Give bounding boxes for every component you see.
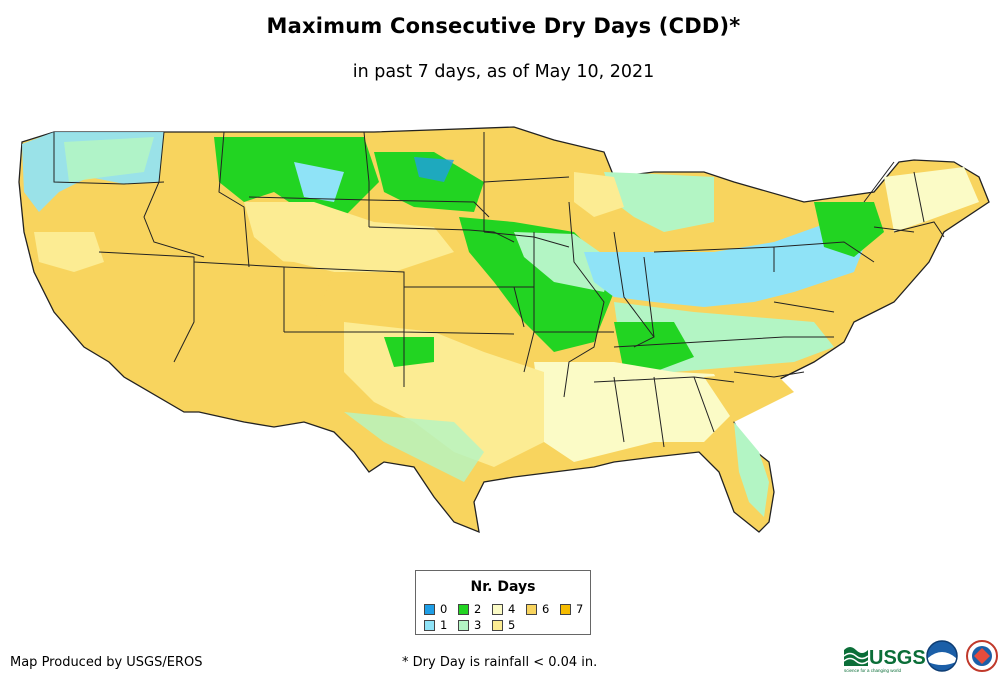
map-subtitle: in past 7 days, as of May 10, 2021 [352,62,655,82]
state-boundaries [53,131,945,448]
legend-item-2: 2 [458,603,481,615]
usgs-logo-tagline: science for a changing world [844,668,902,673]
legend: Nr. Days 0 1 2 3 4 5 6 7 [415,570,591,635]
legend-item-1: 1 [424,619,447,631]
legend-swatch-7 [560,604,571,615]
legend-item-3: 3 [458,619,481,631]
legend-swatch-0 [424,604,435,615]
footnote-text: * Dry Day is rainfall < 0.04 in. [402,655,598,670]
legend-swatch-1 [424,620,435,631]
legend-label-0: 0 [440,602,448,616]
noaa-logo [926,640,958,672]
legend-swatch-5 [492,620,503,631]
legend-title: Nr. Days [470,579,536,595]
legend-swatch-6 [526,604,537,615]
usgs-logo: USGS science for a changing world [843,647,926,673]
dry-day-regions [22,132,979,517]
credit-text: Map Produced by USGS/EROS [10,655,203,670]
legend-swatch-3 [458,620,469,631]
legend-swatch-2 [458,604,469,615]
nws-logo [966,640,998,672]
legend-item-5: 5 [492,619,515,631]
legend-item-6: 6 [526,603,549,615]
legend-label-4: 4 [508,602,516,616]
cdd-map [18,126,990,534]
legend-label-7: 7 [576,602,584,616]
legend-label-6: 6 [542,602,550,616]
map-title: Maximum Consecutive Dry Days (CDD)* [266,14,741,38]
legend-swatch-4 [492,604,503,615]
legend-item-7: 7 [560,603,583,615]
legend-label-1: 1 [440,618,448,632]
legend-label-5: 5 [508,618,516,632]
legend-item-0: 0 [424,603,447,615]
us-land [18,126,990,534]
usgs-logo-text: USGS [869,647,926,669]
legend-label-3: 3 [474,618,482,632]
agency-logos: USGS science for a changing world [843,640,998,673]
legend-item-4: 4 [492,603,515,615]
legend-label-2: 2 [474,602,482,616]
